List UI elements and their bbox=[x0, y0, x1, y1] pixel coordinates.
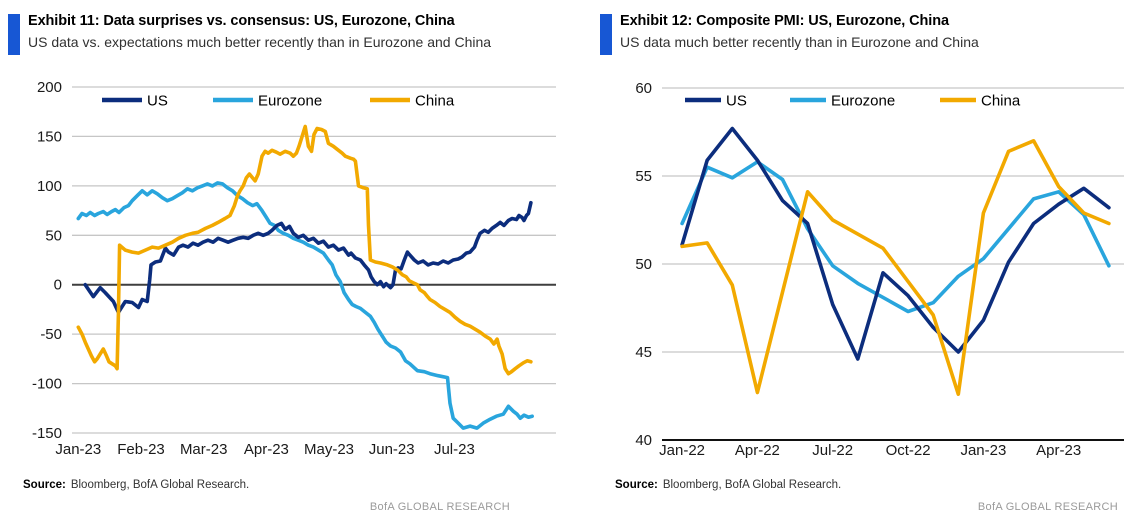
source-text: Bloomberg, BofA Global Research. bbox=[662, 479, 842, 491]
y-tick-label: 50 bbox=[45, 227, 62, 244]
exhibit-accent-bar bbox=[8, 14, 20, 55]
exhibit-title: Exhibit 12: Composite PMI: US, Eurozone,… bbox=[620, 13, 949, 29]
exhibit-subtitle: US data vs. expectations much better rec… bbox=[28, 34, 492, 50]
legend-label-eurozone: Eurozone bbox=[831, 93, 895, 110]
x-tick-label: Jul-22 bbox=[812, 442, 853, 459]
y-tick-label: -50 bbox=[40, 326, 62, 343]
y-tick-label: 50 bbox=[635, 256, 652, 273]
y-tick-label: 40 bbox=[635, 432, 652, 449]
series-line-eurozone bbox=[680, 160, 1111, 314]
y-tick-label: -100 bbox=[32, 376, 62, 393]
x-tick-label: Feb-23 bbox=[117, 441, 165, 458]
bofa-watermark: BofA GLOBAL RESEARCH bbox=[977, 501, 1118, 513]
x-tick-label: Apr-22 bbox=[735, 442, 780, 459]
series-line-us bbox=[680, 126, 1111, 361]
source-label: Source: bbox=[615, 479, 658, 491]
exhibit-12-panel: Exhibit 12: Composite PMI: US, Eurozone,… bbox=[600, 0, 1131, 518]
y-tick-label: 0 bbox=[54, 277, 62, 294]
series-line-eurozone bbox=[76, 181, 535, 430]
exhibit-subtitle: US data much better recently than in Eur… bbox=[620, 34, 979, 50]
y-tick-label: 100 bbox=[37, 178, 62, 195]
exhibit-header: Exhibit 11: Data surprises vs. consensus… bbox=[28, 11, 560, 52]
y-tick-label: -150 bbox=[32, 425, 62, 442]
x-tick-label: Jul-23 bbox=[434, 441, 475, 458]
exhibit-header: Exhibit 12: Composite PMI: US, Eurozone,… bbox=[620, 11, 1131, 52]
legend-label-us: US bbox=[147, 93, 168, 110]
legend-label-china: China bbox=[981, 93, 1021, 110]
exhibit-accent-bar bbox=[600, 14, 612, 55]
x-tick-label: Jan-23 bbox=[55, 441, 101, 458]
exhibit-title: Exhibit 11: Data surprises vs. consensus… bbox=[28, 13, 455, 29]
x-tick-label: Oct-22 bbox=[886, 442, 931, 459]
legend-label-china: China bbox=[415, 93, 455, 110]
bofa-watermark: BofA GLOBAL RESEARCH bbox=[369, 501, 510, 513]
legend-label-us: US bbox=[726, 93, 747, 110]
exhibit-11-panel: Exhibit 11: Data surprises vs. consensus… bbox=[8, 0, 560, 518]
source-line: Source: Bloomberg, BofA Global Research. bbox=[615, 479, 841, 491]
x-tick-label: Jan-22 bbox=[659, 442, 705, 459]
series-line-china bbox=[680, 139, 1111, 397]
y-tick-label: 45 bbox=[635, 344, 652, 361]
x-tick-label: May-23 bbox=[304, 441, 354, 458]
y-tick-label: 150 bbox=[37, 128, 62, 145]
x-tick-label: Apr-23 bbox=[244, 441, 289, 458]
source-text: Bloomberg, BofA Global Research. bbox=[70, 479, 250, 491]
x-tick-label: Apr-23 bbox=[1036, 442, 1081, 459]
source-label: Source: bbox=[23, 479, 66, 491]
series-line-china bbox=[76, 124, 533, 376]
y-tick-label: 200 bbox=[37, 79, 62, 96]
x-tick-label: Jan-23 bbox=[960, 442, 1006, 459]
x-tick-label: Jun-23 bbox=[369, 441, 415, 458]
legend-label-eurozone: Eurozone bbox=[258, 93, 322, 110]
source-line: Source: Bloomberg, BofA Global Research. bbox=[23, 479, 249, 491]
composite-pmi-chart: 60 55 50 45 40 Jan-22 Apr-22 Jul-22 Oct-22 Jan-23… bbox=[635, 80, 1124, 459]
x-tick-label: Mar-23 bbox=[180, 441, 228, 458]
y-tick-label: 55 bbox=[635, 168, 652, 185]
y-tick-label: 60 bbox=[635, 80, 652, 97]
series-line-us bbox=[83, 200, 533, 315]
